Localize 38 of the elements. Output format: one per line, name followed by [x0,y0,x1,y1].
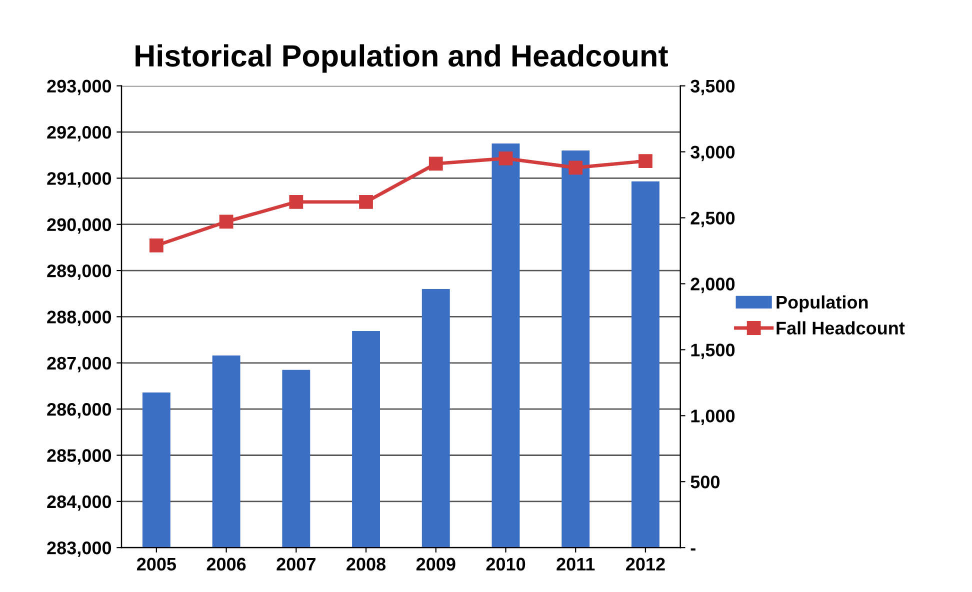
y2-tick-label: 500 [690,476,720,488]
y-tick-label: 290,000 [47,218,112,234]
x-tick-label: 2010 [486,558,526,571]
legend-label: Fall Headcount [776,321,905,334]
legend-label: Population [776,295,868,312]
x-tick-label: 2008 [346,558,386,571]
y2-tick-label: 1,000 [691,410,735,426]
y-tick-label: 284,000 [47,495,112,511]
y2-tick-label: 3,000 [690,146,735,162]
y-tick-label: 293,000 [47,80,112,96]
point [289,194,304,209]
y2-tick-label: 3,500 [690,80,735,96]
point [149,238,164,252]
y-tick-label: 283,000 [47,542,112,557]
x-tick-label: 2011 [556,558,595,571]
y-tick-label: 286,000 [47,403,112,418]
point [638,154,652,168]
y-tick-label: 292,000 [47,126,112,142]
chart-title: Historical Population and Headcount [136,44,668,73]
y-tick-label: 289,000 [47,264,112,280]
x-tick-label: 2012 [626,558,665,571]
point [568,160,583,175]
x-tick-label: 2009 [416,558,456,571]
point [359,194,373,209]
y-tick-label: 285,000 [47,449,112,465]
y2-tick-label: - [690,548,696,551]
point [219,214,234,229]
y2-tick-label: 2,500 [690,212,735,228]
y2-tick-label: 2,000 [690,278,735,294]
x-tick-label: 2006 [206,558,246,571]
point [498,151,513,166]
y-tick-label: 291,000 [47,172,112,188]
x-tick-label: 2007 [276,558,316,571]
point [428,156,443,171]
y-tick-label: 287,000 [47,356,112,372]
y2-tick-label: 1,500 [691,344,735,360]
x-tick-label: 2005 [136,558,176,571]
y-tick-label: 288,000 [47,310,112,326]
